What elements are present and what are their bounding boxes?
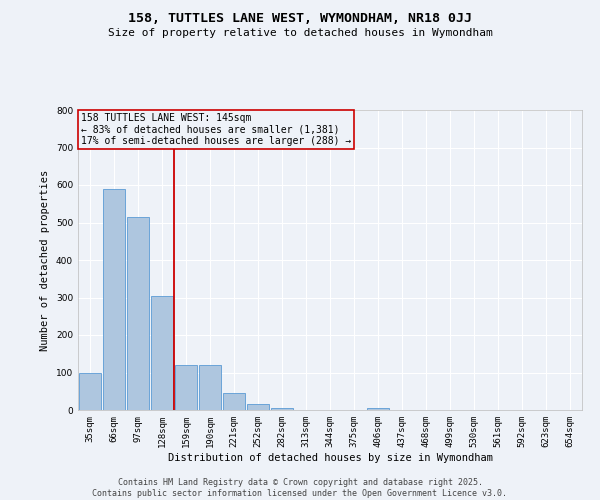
Text: Contains HM Land Registry data © Crown copyright and database right 2025.
Contai: Contains HM Land Registry data © Crown c…: [92, 478, 508, 498]
Text: 158 TUTTLES LANE WEST: 145sqm
← 83% of detached houses are smaller (1,381)
17% o: 158 TUTTLES LANE WEST: 145sqm ← 83% of d…: [80, 113, 351, 146]
X-axis label: Distribution of detached houses by size in Wymondham: Distribution of detached houses by size …: [167, 452, 493, 462]
Bar: [199, 365, 221, 410]
Text: 158, TUTTLES LANE WEST, WYMONDHAM, NR18 0JJ: 158, TUTTLES LANE WEST, WYMONDHAM, NR18 …: [128, 12, 472, 26]
Y-axis label: Number of detached properties: Number of detached properties: [40, 170, 50, 350]
Text: Size of property relative to detached houses in Wymondham: Size of property relative to detached ho…: [107, 28, 493, 38]
Bar: [103, 188, 125, 410]
Bar: [223, 393, 245, 410]
Bar: [271, 408, 293, 410]
Bar: [175, 365, 197, 410]
Bar: [367, 408, 389, 410]
Bar: [247, 404, 269, 410]
Bar: [151, 296, 173, 410]
Bar: [127, 217, 149, 410]
Bar: [79, 372, 101, 410]
